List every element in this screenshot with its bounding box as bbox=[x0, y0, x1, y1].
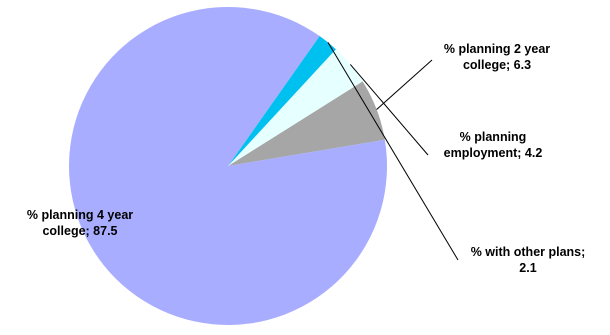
pie-slices bbox=[69, 6, 388, 326]
data-label-employment: % planning employment; 4.2 bbox=[443, 130, 543, 160]
leader-2-year-college bbox=[376, 59, 433, 110]
slice-employment bbox=[228, 49, 363, 167]
slice-other-plans bbox=[228, 36, 336, 166]
leader-lines bbox=[327, 42, 459, 261]
data-label-2-year-college: % planning 2 year college; 6.3 bbox=[443, 42, 551, 72]
data-label-4-year-college: % planning 4 year college; 87.5 bbox=[26, 208, 134, 238]
data-label-other-plans: % with other plans; 2.1 bbox=[470, 245, 586, 275]
leader-employment bbox=[349, 64, 429, 156]
slice-2-year-college bbox=[228, 81, 385, 166]
slice-4-year-college bbox=[69, 6, 388, 326]
leader-other-plans bbox=[327, 42, 459, 261]
